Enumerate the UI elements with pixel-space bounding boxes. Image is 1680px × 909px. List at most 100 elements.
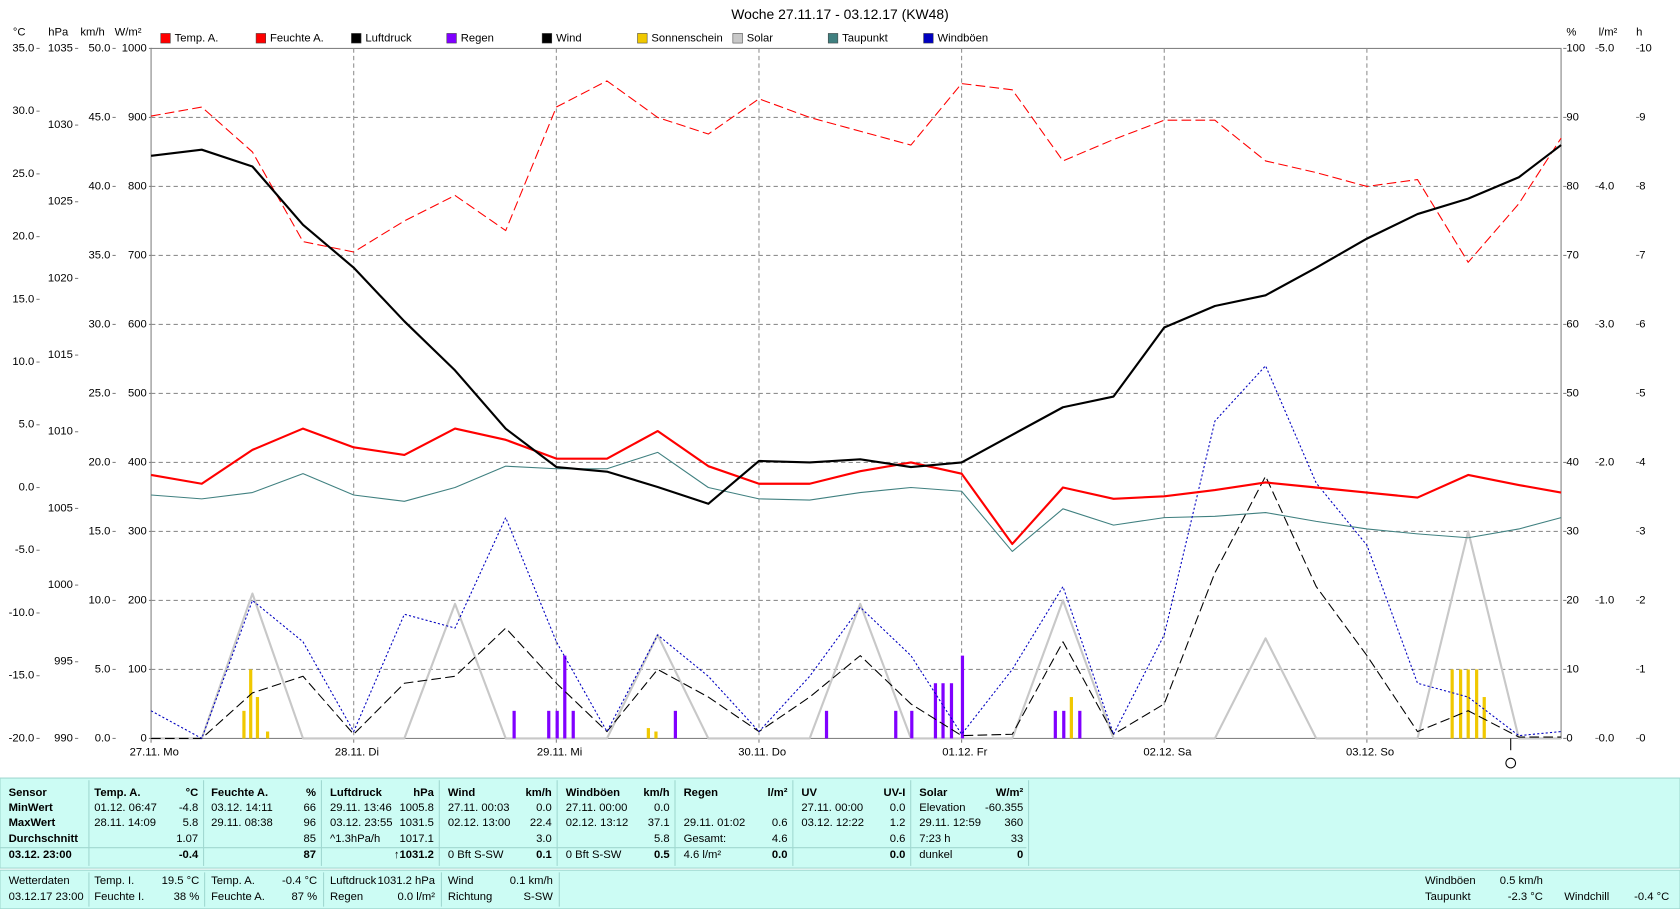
stats-value: 33	[1011, 833, 1024, 845]
bar	[1053, 710, 1057, 739]
bar	[1062, 710, 1066, 739]
stats-unit: km/h	[526, 787, 552, 799]
y-tick-label: 0.0	[1599, 732, 1615, 744]
y-tick-label: 1025	[48, 196, 73, 208]
stats-value: 37.1	[648, 817, 670, 829]
legend-swatch	[827, 33, 839, 44]
x-tick-label: 27.11. Mo	[130, 746, 179, 758]
legend-swatch	[541, 33, 553, 44]
legend-label: Wind	[556, 33, 582, 45]
stats-value: 1005.8	[400, 802, 434, 814]
legend-swatch	[923, 33, 934, 44]
stats-note: Elevation	[919, 802, 965, 814]
y-tick-label: 1.0	[1599, 594, 1615, 606]
y-tick-label: 5	[1639, 387, 1645, 399]
stats-note: ^1.3hPa/h	[330, 833, 380, 845]
bar	[654, 731, 658, 739]
status-label: Windböen	[1425, 875, 1476, 887]
legend-swatch	[446, 33, 457, 44]
bar	[910, 710, 914, 739]
y-tick-label: 20	[1566, 594, 1579, 606]
x-tick-label: 30.11. Do	[738, 746, 786, 758]
stats-value: 0.0	[890, 849, 906, 861]
legend-label: Taupunkt	[842, 33, 889, 45]
chart-title: Woche 27.11.17 - 03.12.17 (KW48)	[731, 6, 948, 22]
y-tick-label: 35.0	[88, 249, 110, 261]
y-tick-label: -15.0	[9, 670, 35, 682]
stats-value: 0.6	[772, 817, 788, 829]
bar	[242, 710, 246, 739]
status-label: Luftdruck	[330, 875, 377, 887]
stats-unit: l/m²	[767, 787, 787, 799]
stats-value: 1.2	[890, 817, 906, 829]
legend-label: Windböen	[938, 33, 989, 45]
y-tick-label: 60	[1566, 318, 1579, 330]
status-label: Temp. I.	[94, 875, 134, 887]
stats-row-label: MinWert	[9, 802, 53, 814]
stats-value: 0	[1017, 849, 1023, 861]
stats-note: 03.12. 14:11	[211, 802, 273, 814]
stats-header: Sensor	[9, 787, 48, 799]
legend-swatch	[732, 33, 743, 44]
status-label: Windchill	[1564, 891, 1609, 903]
stats-value: -4.8	[179, 802, 198, 814]
stats-value: 3.0	[536, 833, 552, 845]
x-tick-label: 02.12. Sa	[1143, 746, 1192, 758]
stats-value: 4.6	[772, 833, 788, 845]
y-tick-label: 600	[128, 318, 147, 330]
stats-value: 22.4	[530, 817, 552, 829]
stats-value: ↑1031.2	[394, 849, 434, 861]
series-line	[151, 451, 1562, 552]
marker-circle	[1505, 757, 1517, 769]
status-label: Feuchte I.	[94, 891, 144, 903]
stats-note: 02.12. 13:00	[448, 817, 511, 829]
stats-header: Luftdruck	[330, 787, 383, 799]
stats-note: 27.11. 00:03	[448, 802, 510, 814]
y-tick-label: 40	[1566, 456, 1579, 468]
y-tick-label: 25.0	[12, 168, 34, 180]
stats-note: 29.11. 12:59	[919, 817, 981, 829]
legend-label: Temp. A.	[175, 33, 219, 45]
y-tick-label: 15.0	[12, 293, 34, 305]
stats-header: Feuchte A.	[211, 787, 268, 799]
y-tick-label: 7	[1639, 249, 1645, 261]
stats-row-label: 03.12. 23:00	[9, 849, 72, 861]
y-tick-label: 0.0	[19, 481, 35, 493]
y-tick-label: 4	[1639, 456, 1645, 468]
y-tick-label: 995	[54, 656, 73, 668]
y-tick-label: 25.0	[88, 387, 110, 399]
bar	[673, 710, 677, 739]
y-tick-label: 45.0	[88, 111, 110, 123]
legend-label: Feuchte A.	[270, 33, 324, 45]
status-label: Wind	[448, 875, 474, 887]
bar	[1078, 710, 1082, 739]
y-tick-label: 700	[128, 249, 147, 261]
axis-unit: hPa	[48, 26, 69, 38]
axis-unit: km/h	[80, 26, 104, 38]
y-tick-label: 4.0	[1599, 180, 1615, 192]
status-label: Taupunkt	[1425, 891, 1472, 903]
status-value: -0.4 °C	[282, 875, 317, 887]
bar	[1466, 669, 1470, 739]
stats-value: 1031.5	[400, 817, 434, 829]
y-tick-label: 40.0	[88, 180, 110, 192]
stats-note: 29.11. 08:38	[211, 817, 273, 829]
y-tick-label: 10.0	[88, 594, 110, 606]
y-tick-label: 30.0	[88, 318, 110, 330]
stats-note: 01.12. 06:47	[94, 802, 157, 814]
axis-unit: h	[1636, 26, 1642, 38]
stats-header: Wind	[448, 787, 476, 799]
legend-label: Solar	[747, 33, 774, 45]
y-tick-label: 200	[128, 594, 147, 606]
stats-row-label: MaxWert	[9, 817, 56, 829]
stats-unit: hPa	[413, 787, 434, 799]
status-value: 1031.2 hPa	[377, 875, 435, 887]
legend-swatch	[637, 33, 648, 44]
bar	[249, 669, 253, 739]
y-tick-label: 0	[1566, 732, 1572, 744]
y-tick-label: 80	[1566, 180, 1579, 192]
y-tick-label: 500	[128, 387, 147, 399]
stats-unit: km/h	[643, 787, 669, 799]
y-tick-label: 35.0	[12, 42, 34, 54]
status-label: Feuchte A.	[211, 891, 265, 903]
